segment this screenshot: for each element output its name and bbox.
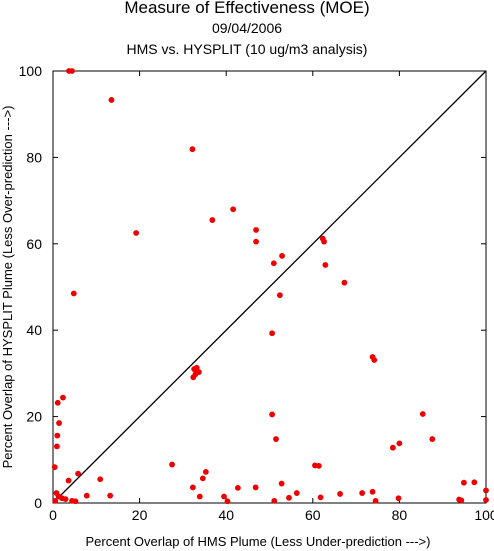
data-point	[62, 496, 69, 503]
x-tick-label: 60	[305, 507, 321, 523]
data-point	[51, 464, 58, 471]
data-point	[191, 366, 198, 372]
data-point	[293, 490, 300, 496]
data-point	[315, 462, 322, 469]
y-tick-label: 100	[19, 63, 43, 79]
y-tick-label: 0	[34, 495, 42, 511]
data-point	[196, 369, 202, 376]
y-tick-label: 80	[26, 149, 42, 165]
data-point	[253, 238, 259, 245]
data-point	[202, 468, 209, 475]
y-axis-label: Percent Overlap of HYSPLIT Plume (Less O…	[0, 106, 15, 469]
data-point	[279, 252, 285, 259]
chart-subtitle-analysis: HMS vs. HYSPLIT (10 ug/m3 analysis)	[126, 41, 368, 57]
data-point	[54, 432, 61, 439]
data-point	[70, 290, 77, 297]
data-point	[369, 488, 376, 495]
data-point	[269, 330, 275, 337]
data-point	[429, 436, 436, 442]
data-point	[234, 484, 241, 491]
data-point	[286, 494, 292, 501]
data-point	[269, 411, 275, 418]
chart-subtitle-date: 09/04/2006	[211, 20, 283, 36]
data-point	[458, 497, 465, 504]
data-point	[483, 497, 489, 503]
data-point	[56, 420, 62, 426]
data-point	[341, 279, 348, 286]
data-point	[395, 495, 402, 502]
data-point	[108, 97, 115, 103]
data-point	[483, 487, 489, 494]
data-point	[396, 440, 403, 447]
data-point	[60, 394, 66, 401]
diagonal-line	[52, 70, 487, 504]
plot-border	[52, 70, 487, 504]
data-point	[419, 411, 426, 417]
data-point	[271, 497, 278, 504]
data-points	[51, 68, 489, 505]
data-point	[371, 357, 378, 363]
diagonal-reference-line	[52, 70, 487, 504]
data-point	[83, 492, 90, 499]
data-point	[471, 479, 478, 486]
data-point	[253, 227, 259, 233]
data-point	[322, 262, 329, 268]
data-point	[317, 494, 324, 501]
data-point	[196, 493, 203, 500]
data-point	[69, 68, 75, 74]
data-point	[372, 497, 379, 504]
data-point	[221, 493, 227, 500]
data-point	[52, 497, 59, 504]
data-point	[53, 443, 60, 450]
y-tick-label: 20	[26, 409, 42, 425]
data-point	[390, 444, 396, 451]
x-tick-label: 80	[392, 507, 408, 523]
data-point	[224, 498, 231, 505]
y-tick-label: 40	[26, 322, 42, 338]
data-point	[337, 491, 343, 497]
data-point	[169, 461, 175, 468]
data-point	[54, 399, 61, 406]
chart-title: Measure of Effectiveness (MOE)	[124, 0, 370, 17]
data-point	[75, 470, 82, 477]
data-point	[230, 206, 237, 213]
data-point	[359, 490, 366, 496]
data-point	[72, 498, 79, 505]
x-tick-label: 100	[474, 507, 494, 523]
data-point	[278, 480, 285, 487]
data-point	[209, 217, 216, 223]
data-point	[252, 484, 259, 491]
y-axis-ticks: 0 20 40 60 80 100	[19, 63, 486, 511]
data-point	[199, 475, 206, 482]
data-point	[133, 230, 140, 236]
data-point	[276, 292, 283, 299]
x-tick-label: 0	[49, 507, 57, 523]
x-tick-label: 40	[218, 507, 234, 523]
data-point	[273, 436, 279, 442]
data-point	[97, 476, 104, 483]
data-point	[65, 477, 72, 484]
x-axis-label: Percent Overlap of HMS Plume (Less Under…	[86, 534, 431, 549]
data-point	[270, 260, 277, 267]
x-tick-label: 20	[132, 507, 148, 523]
data-point	[107, 492, 114, 499]
data-point	[461, 479, 467, 486]
data-point	[189, 146, 196, 153]
data-point	[321, 238, 327, 245]
plot-frame	[52, 70, 487, 504]
y-tick-label: 60	[26, 236, 42, 252]
x-axis-ticks: 0 20 40 60 80 100	[49, 71, 494, 523]
data-point	[189, 484, 196, 491]
